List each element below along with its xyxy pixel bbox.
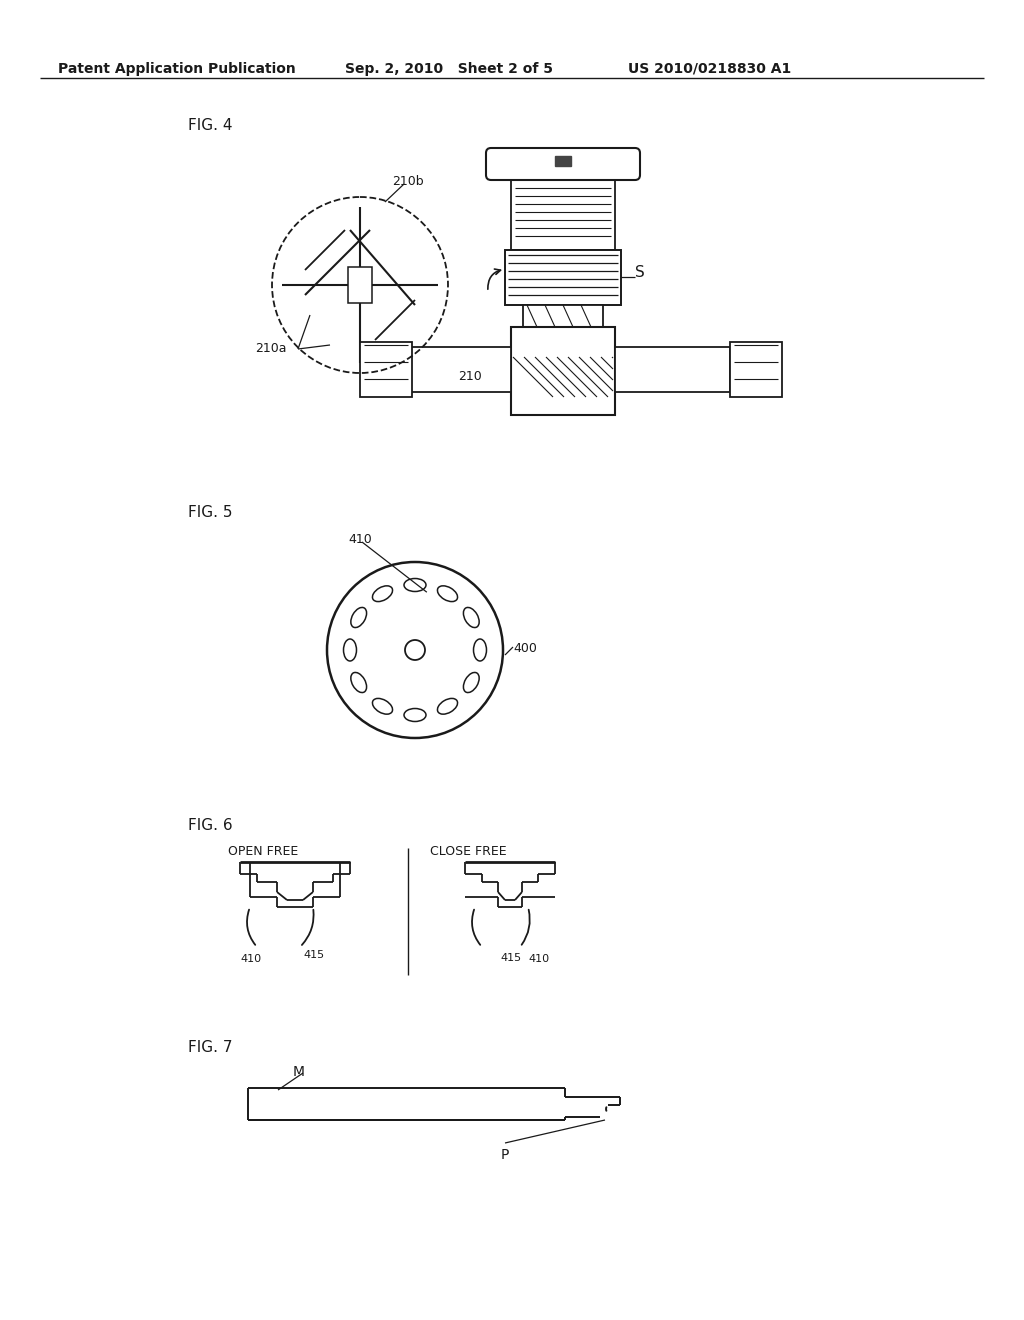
Text: 410: 410 <box>240 954 261 964</box>
Text: 210: 210 <box>458 370 481 383</box>
Text: 210a: 210a <box>255 342 287 355</box>
Text: FIG. 7: FIG. 7 <box>188 1040 232 1055</box>
Text: FIG. 5: FIG. 5 <box>188 506 232 520</box>
Text: FIG. 4: FIG. 4 <box>188 117 232 133</box>
Text: 410: 410 <box>528 954 549 964</box>
FancyBboxPatch shape <box>486 148 640 180</box>
Text: 400: 400 <box>513 642 537 655</box>
Text: FIG. 6: FIG. 6 <box>188 818 232 833</box>
Text: 415: 415 <box>303 950 325 960</box>
Bar <box>730 342 782 397</box>
Bar <box>348 267 372 304</box>
Text: Sep. 2, 2010   Sheet 2 of 5: Sep. 2, 2010 Sheet 2 of 5 <box>345 62 553 77</box>
Text: CLOSE FREE: CLOSE FREE <box>430 845 507 858</box>
Text: M: M <box>293 1065 305 1078</box>
Bar <box>410 347 511 392</box>
Text: Patent Application Publication: Patent Application Publication <box>58 62 296 77</box>
Text: S: S <box>635 265 645 280</box>
Bar <box>505 249 621 305</box>
Bar <box>523 305 603 327</box>
Text: OPEN FREE: OPEN FREE <box>228 845 298 858</box>
Bar <box>511 180 615 249</box>
Text: US 2010/0218830 A1: US 2010/0218830 A1 <box>628 62 792 77</box>
Text: 415: 415 <box>500 953 521 964</box>
Text: P: P <box>501 1148 509 1162</box>
Bar <box>615 347 730 392</box>
Text: 410: 410 <box>348 533 372 546</box>
Bar <box>360 342 412 397</box>
Bar <box>511 327 615 414</box>
Bar <box>555 156 571 166</box>
Text: 210b: 210b <box>392 176 424 187</box>
